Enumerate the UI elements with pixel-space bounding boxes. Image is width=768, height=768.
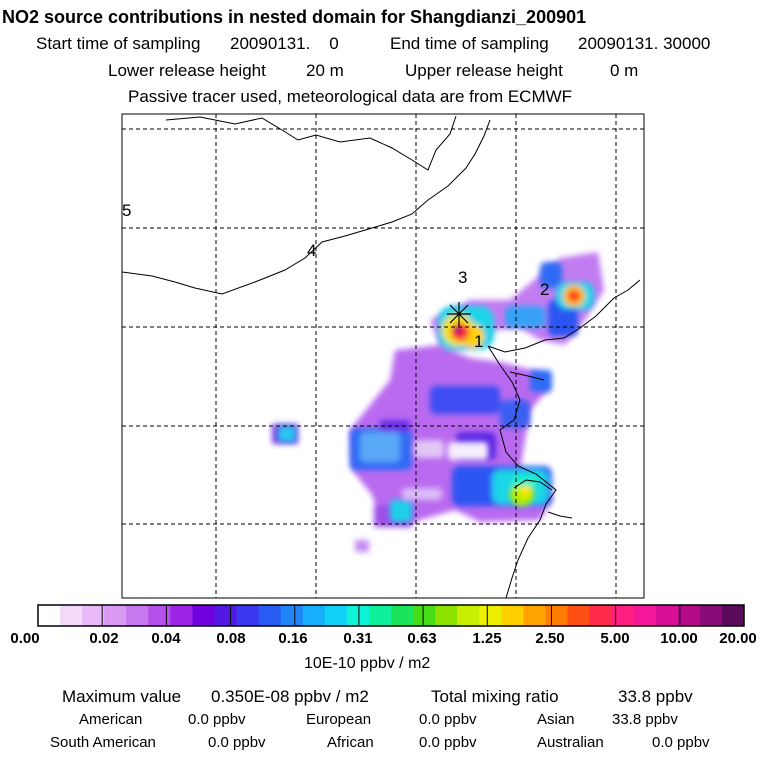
station-marker: [447, 302, 471, 326]
colorbar-segment: [721, 605, 745, 626]
colorbar-units: 10E-10 ppbv / m2: [304, 655, 431, 672]
colorbar-segment: [38, 605, 61, 626]
colorbar-tick: 0.02: [89, 630, 119, 647]
upper-release-value: 0 m: [610, 61, 639, 80]
region-name: American: [79, 711, 143, 728]
region-value: 0.0 ppbv: [419, 734, 477, 751]
colorbar-segment: [82, 605, 105, 626]
colorbar-tick: 10.00: [660, 630, 698, 647]
colorbar-segment: [523, 605, 546, 626]
region-value: 0.0 ppbv: [208, 734, 266, 751]
colorbar-tick: 5.00: [600, 630, 630, 647]
region-label-5: 5: [122, 201, 132, 220]
lower-release-label: Lower release height: [108, 61, 266, 80]
region-value: 0.0 ppbv: [188, 711, 246, 728]
start-time-label: Start time of sampling: [36, 34, 201, 53]
total-mixing-value: 33.8 ppbv: [618, 687, 693, 706]
max-value-label: Maximum value: [62, 687, 182, 706]
total-mixing-label: Total mixing ratio: [431, 687, 559, 706]
colorbar-tick: 20.00: [719, 630, 757, 647]
colorbar-segment: [170, 605, 193, 626]
colorbar-segment: [368, 605, 392, 626]
region-name: South American: [50, 734, 156, 751]
start-time-value: 20090131. 0: [230, 34, 339, 53]
tracer-note: Passive tracer used, meteorological data…: [128, 87, 573, 106]
colorbar-segment: [126, 605, 149, 626]
region-label-2: 2: [540, 280, 550, 299]
colorbar-segment: [214, 605, 238, 626]
colorbar-segment: [655, 605, 679, 626]
colorbar-segment: [346, 605, 370, 626]
plot-title: NO2 source contributions in nested domai…: [2, 7, 587, 27]
colorbar-segment: [699, 605, 723, 626]
max-value: 0.350E-08 ppbv / m2: [211, 687, 369, 706]
colorbar-segment: [413, 605, 436, 626]
colorbar-tick: 1.25: [472, 630, 502, 647]
colorbar-segment: [479, 605, 502, 626]
colorbar-tick: 0.00: [10, 630, 40, 647]
region-value: 33.8 ppbv: [612, 711, 678, 728]
colorbar-segment: [236, 605, 260, 626]
colorbar-tick: 0.08: [216, 630, 246, 647]
colorbar-segment: [192, 605, 215, 626]
region-label-4: 4: [307, 241, 317, 260]
colorbar-segment: [324, 605, 348, 626]
colorbar-segment: [258, 605, 282, 626]
colorbar-segment: [677, 605, 701, 626]
upper-release-label: Upper release height: [405, 61, 563, 80]
region-value: 0.0 ppbv: [652, 734, 710, 751]
colorbar-segment: [435, 605, 458, 626]
region-name: European: [306, 711, 372, 728]
map-frame: [121, 113, 645, 599]
region-name: African: [327, 734, 374, 751]
colorbar-segment: [60, 605, 83, 626]
colorbar-tick: 0.63: [407, 630, 437, 647]
concentration-field: [272, 252, 604, 552]
region-label-3: 3: [458, 268, 468, 287]
colorbar-segment: [391, 605, 414, 626]
colorbar-tick: 2.50: [535, 630, 565, 647]
end-time-value: 20090131. 30000: [578, 34, 711, 53]
colorbar-segment: [633, 605, 657, 626]
colorbar-segment: [501, 605, 524, 626]
boundary-lines: [122, 115, 641, 598]
colorbar-segment: [148, 605, 171, 626]
region-name: Australian: [537, 734, 604, 751]
colorbar-tick: 0.16: [278, 630, 308, 647]
region-label-1: 1: [474, 332, 484, 351]
colorbar: [37, 604, 745, 627]
lat-lon-grid: [122, 114, 644, 598]
colorbar-segment: [280, 605, 304, 626]
colorbar-segment: [302, 605, 326, 626]
colorbar-segment: [104, 605, 127, 626]
region-name: Asian: [537, 711, 575, 728]
colorbar-segment: [611, 605, 635, 626]
colorbar-segment: [567, 605, 591, 626]
colorbar-tick: 0.04: [151, 630, 181, 647]
lower-release-value: 20 m: [306, 61, 344, 80]
colorbar-segment: [589, 605, 613, 626]
region-value: 0.0 ppbv: [419, 711, 477, 728]
colorbar-segment: [457, 605, 480, 626]
colorbar-tick: 0.31: [343, 630, 373, 647]
colorbar-segment: [545, 605, 568, 626]
end-time-label: End time of sampling: [390, 34, 549, 53]
colorbar-border: [37, 604, 745, 627]
